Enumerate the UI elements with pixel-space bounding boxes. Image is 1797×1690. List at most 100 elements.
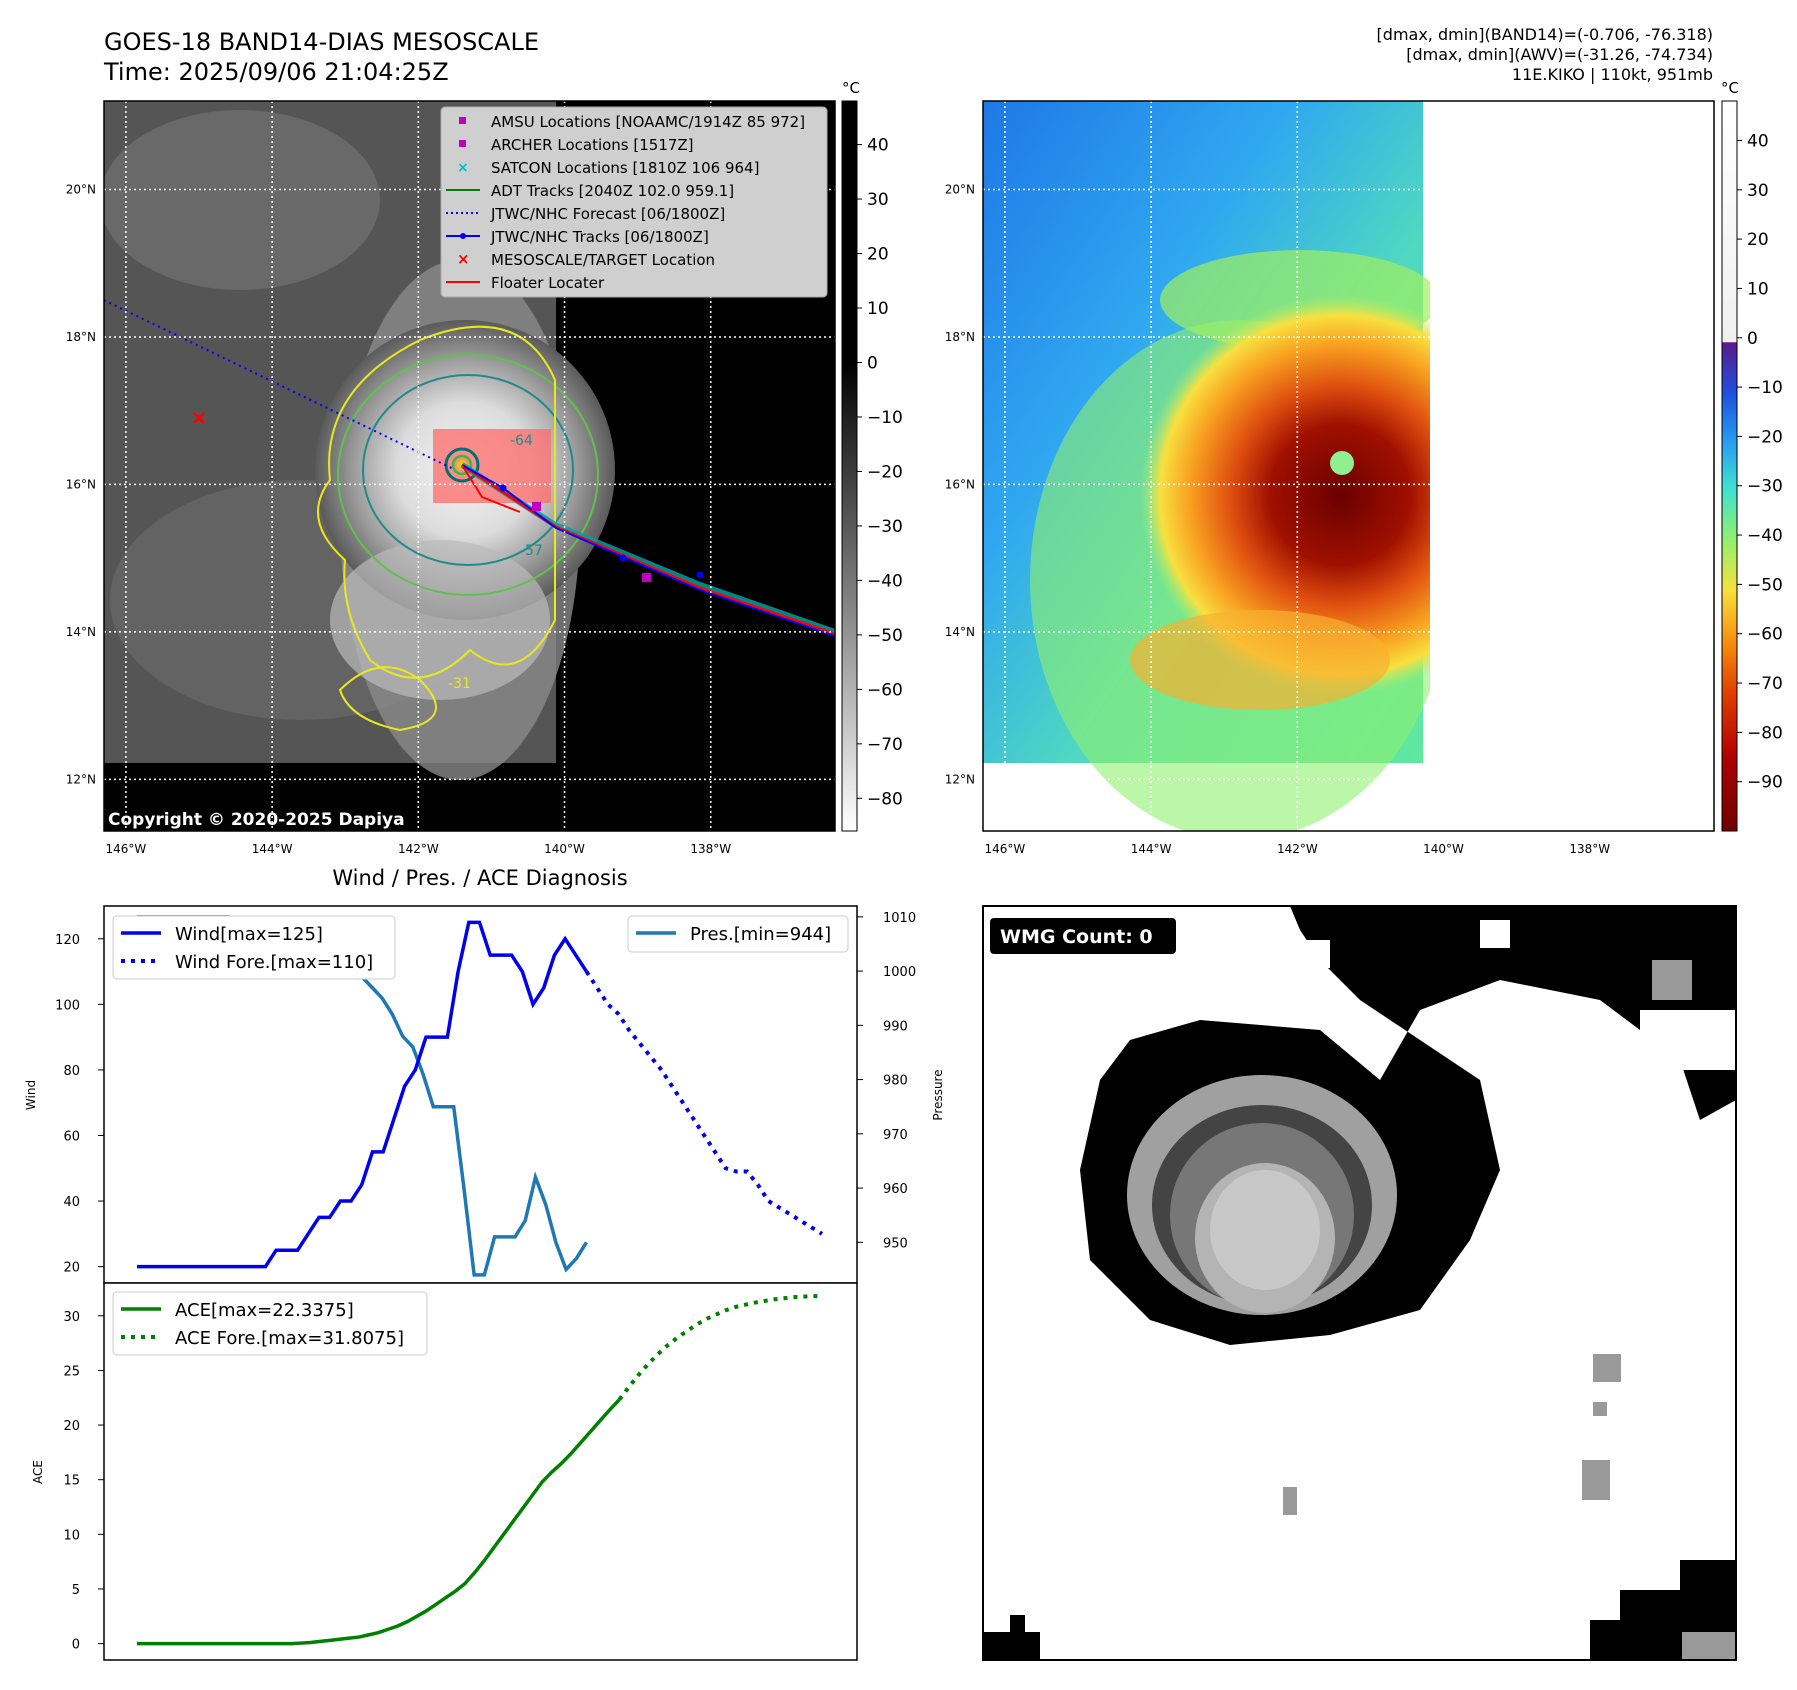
wv-map-panel: 146°W 144°W 142°W 140°W 138°W 20°N 18°N 16°N 14°…: [945, 79, 1783, 856]
wv-colorbar-ticks: 40 30 20 10 0 −10 −20 −30 −40 −50 −60 −70 −80 −90: [1737, 131, 1783, 793]
track-point: [619, 554, 627, 562]
lat-tick-label: 14°N: [66, 625, 96, 639]
ir-axis-labels: 146°W 144°W 142°W 140°W 138°W 20°N 18°N 16°N 14°…: [66, 182, 731, 856]
observed-track: [461, 464, 835, 637]
ir-gridlines: [104, 101, 835, 831]
colorbar-tick-label: −40: [1747, 526, 1783, 546]
legend-satcon: SATCON Locations [1810Z 106 964]: [491, 159, 759, 177]
amsu-marker: [532, 502, 541, 511]
colorbar-tick-label: −60: [867, 680, 903, 700]
lon-tick-label: 142°W: [398, 842, 439, 856]
colorbar-tick-label: 30: [867, 190, 889, 210]
legend-archer: ARCHER Locations [1517Z]: [491, 136, 694, 154]
lon-tick-label: 138°W: [690, 842, 731, 856]
colorbar-tick-label: −10: [867, 408, 903, 428]
ir-colorbar-ticks: 40 30 20 10 0 −10 −20 −30 −40 −50 −60 −70 −80: [857, 136, 903, 809]
pressure-tick-label: 990: [883, 1019, 908, 1034]
info-storm: 11E.KIKO | 110kt, 951mb: [1512, 65, 1713, 84]
track-point: [696, 571, 704, 579]
ace-axis-ticks: 30 25 20 15 10 5 0: [63, 1310, 104, 1653]
ir-colorbar: [841, 100, 858, 832]
colorbar-tick-label: −50: [867, 626, 903, 646]
wind-tick-label: 120: [55, 933, 80, 948]
legend-satcon-marker: ×: [457, 160, 469, 176]
ace-legend: ACE[max=22.3375] ACE Fore.[max=31.8075]: [112, 1291, 428, 1356]
legend-pres: Pres.[min=944]: [690, 924, 831, 945]
target-location-marker: [193, 412, 205, 424]
pressure-tick-label: 1000: [883, 965, 916, 980]
figure-time: Time: 2025/09/06 21:04:25Z: [103, 58, 449, 86]
ace-tick-label: 30: [63, 1310, 80, 1325]
colorbar-tick-label: −70: [1747, 674, 1783, 694]
colorbar-tick-label: 0: [1747, 329, 1758, 349]
ace-axis-label: ACE: [31, 1460, 45, 1484]
legend-ace-fore: ACE Fore.[max=31.8075]: [175, 1328, 404, 1349]
legend-target-marker: ×: [457, 250, 470, 268]
colorbar-tick-label: 10: [1747, 279, 1769, 299]
lon-tick-label: 140°W: [1423, 842, 1464, 856]
colorbar-tick-label: −20: [867, 462, 903, 482]
ir-colorbar-unit: °C: [842, 79, 860, 97]
lat-tick-label: 16°N: [945, 477, 975, 491]
wv-colorbar: [1721, 100, 1738, 832]
colorbar-tick-label: −70: [867, 735, 903, 755]
lon-tick-label: 138°W: [1569, 842, 1610, 856]
pressure-tick-label: 1010: [883, 911, 916, 926]
floater-box: [433, 429, 551, 503]
wind-tick-label: 20: [63, 1261, 80, 1276]
wind-axis-ticks: 120 100 80 60 40 20: [55, 933, 104, 1276]
colorbar-tick-label: −40: [867, 571, 903, 591]
legend-forecast: JTWC/NHC Forecast [06/1800Z]: [490, 205, 725, 223]
lon-tick-label: 140°W: [544, 842, 585, 856]
wmg-panel: WMG Count: 0: [982, 905, 1737, 1661]
ace-tick-label: 25: [63, 1364, 80, 1379]
wind-forecast-series-line: [584, 970, 824, 1236]
colorbar-tick-label: 40: [1747, 131, 1769, 151]
colorbar-tick-label: −20: [1747, 427, 1783, 447]
lat-tick-label: 16°N: [66, 477, 96, 491]
legend-track: JTWC/NHC Tracks [06/1800Z]: [490, 228, 709, 246]
lon-tick-label: 146°W: [985, 842, 1026, 856]
ace-series-line: [137, 1398, 621, 1646]
wmg-count-label: WMG Count: 0: [1000, 926, 1153, 948]
wv-axis-labels: 146°W 144°W 142°W 140°W 138°W 20°N 18°N 16°N 14°…: [945, 182, 1610, 856]
floater-locater-track: [461, 463, 835, 636]
lat-tick-label: 20°N: [945, 182, 975, 196]
ace-tick-label: 5: [72, 1583, 80, 1598]
colorbar-tick-label: 10: [867, 299, 889, 319]
colorbar-tick-label: −80: [867, 789, 903, 809]
colorbar-tick-label: 0: [867, 353, 878, 373]
ir-map-panel: -64 -57 -31 Copyright © 2020-2025 Dapiya: [66, 79, 903, 856]
colorbar-tick-label: 20: [867, 245, 889, 265]
legend-wind-fore: Wind Fore.[max=110]: [175, 952, 373, 973]
colorbar-tick-label: 20: [1747, 230, 1769, 250]
ace-tick-label: 10: [63, 1528, 80, 1543]
pressure-tick-label: 970: [883, 1128, 908, 1143]
copyright-label: Copyright © 2020-2025 Dapiya: [108, 810, 405, 830]
colorbar-tick-label: −60: [1747, 625, 1783, 645]
colorbar-tick-label: −30: [867, 517, 903, 537]
lat-tick-label: 12°N: [945, 772, 975, 786]
ace-forecast-series-line: [617, 1294, 823, 1401]
info-awv: [dmax, dmin](AWV)=(-31.26, -74.734): [1406, 45, 1713, 64]
legend-target: MESOSCALE/TARGET Location: [491, 251, 715, 269]
map-legend: AMSU Locations [NOAAMC/1914Z 85 972] ARC…: [440, 106, 828, 298]
wind-panel: 120 100 80 60 40 20 1010 1000 990 980 970 960 950 W…: [24, 905, 945, 1284]
pressure-axis-ticks: 1010 1000 990 980 970 960 950: [857, 911, 916, 1251]
track-point: [499, 484, 507, 492]
wmg-imagery: [983, 906, 1736, 1660]
lat-tick-label: 20°N: [66, 182, 96, 196]
wind-tick-label: 100: [55, 998, 80, 1013]
pressure-tick-label: 980: [883, 1074, 908, 1089]
ace-panel: 30 25 20 15 10 5 0 ACE ACE[max=22.3375] ACE Fo…: [31, 1282, 858, 1661]
amsu-marker: [642, 573, 651, 582]
colorbar-tick-label: −10: [1747, 378, 1783, 398]
legend-ace: ACE[max=22.3375]: [175, 1300, 354, 1321]
legend-floater: Floater Locater: [491, 274, 605, 292]
lon-tick-label: 142°W: [1277, 842, 1318, 856]
info-band14: [dmax, dmin](BAND14)=(-0.706, -76.318): [1377, 25, 1713, 44]
wind-tick-label: 60: [63, 1129, 80, 1144]
legend-wind: Wind[max=125]: [175, 924, 323, 945]
colorbar-tick-label: −80: [1747, 723, 1783, 743]
legend-amsu: AMSU Locations [NOAAMC/1914Z 85 972]: [491, 113, 805, 131]
